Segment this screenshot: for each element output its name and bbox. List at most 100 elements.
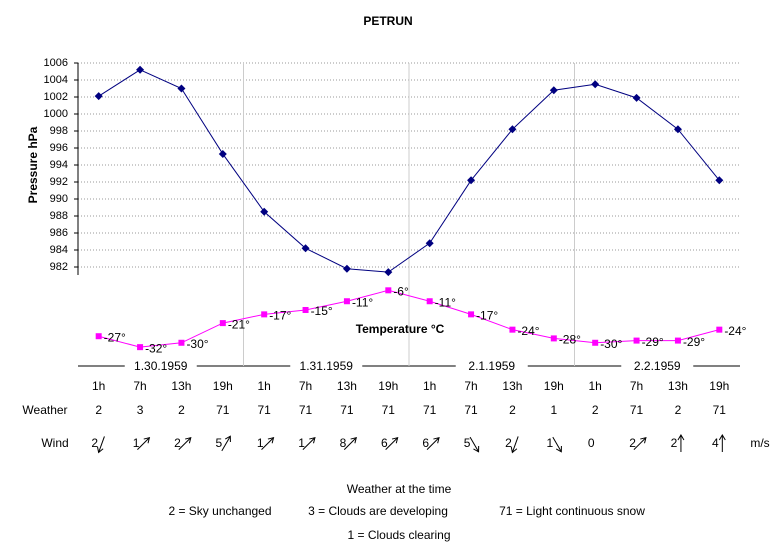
wind-arrow	[302, 436, 316, 451]
legend-title: Weather at the time	[347, 482, 452, 496]
wind-arrow	[261, 436, 275, 451]
wind-arrow-head	[640, 436, 647, 444]
point	[177, 84, 186, 93]
data-label: -27°	[104, 330, 126, 344]
point	[508, 125, 517, 134]
wind-arrow	[469, 436, 480, 453]
point	[302, 306, 309, 313]
wind-arrow	[426, 436, 440, 451]
wind-arrow-head	[350, 436, 357, 444]
date-label: 2.1.1959	[468, 359, 515, 373]
point	[95, 333, 102, 340]
point	[385, 287, 392, 294]
data-label: -30°	[186, 337, 208, 351]
wind-speed: 2	[505, 436, 512, 450]
data-label: -17°	[476, 309, 498, 323]
point	[715, 176, 724, 185]
point	[550, 335, 557, 342]
weather-code: 71	[382, 403, 396, 417]
y-tick-label: 992	[50, 176, 68, 188]
wind-speed: 2	[629, 436, 636, 450]
date-label-bg	[124, 358, 197, 374]
point	[674, 337, 681, 344]
x-tick-label: 7h	[299, 379, 312, 393]
data-label: -24°	[517, 324, 539, 338]
x-tick-label: 7h	[464, 379, 477, 393]
x-tick-label: 19h	[378, 379, 398, 393]
weather-code: 71	[299, 403, 313, 417]
y-tick-label: 1000	[44, 108, 68, 120]
point	[633, 337, 640, 344]
data-label: -30°	[600, 337, 622, 351]
wind-speed: 6	[381, 436, 388, 450]
data-label: -6°	[393, 284, 409, 298]
point	[137, 344, 144, 351]
wind-arrow-shaft	[552, 436, 562, 452]
x-tick-label: 1h	[589, 379, 602, 393]
wind-speed: 2	[91, 436, 98, 450]
weather-code: 2	[592, 403, 599, 417]
weather-code: 71	[423, 403, 437, 417]
wind-speed: 2	[671, 436, 678, 450]
x-tick-label: 13h	[337, 379, 357, 393]
date-label-bg	[621, 358, 694, 374]
wind-arrow	[343, 436, 357, 451]
y-tick-label: 996	[50, 142, 68, 154]
x-tick-label: 1h	[258, 379, 271, 393]
date-label: 1.30.1959	[134, 359, 188, 373]
wind-arrow	[677, 434, 685, 452]
wind-speed: 1	[298, 436, 305, 450]
data-label: -11°	[352, 295, 373, 309]
x-tick-label: 19h	[709, 379, 729, 393]
x-tick-label: 1h	[423, 379, 436, 393]
wind-arrow-shaft	[98, 436, 105, 452]
x-tick-label: 13h	[668, 379, 688, 393]
wind-arrow-head	[143, 436, 151, 444]
data-label: -11°	[435, 295, 456, 309]
wind-arrow-head	[267, 436, 275, 444]
data-label: -17°	[269, 309, 291, 323]
data-label: -28°	[559, 333, 581, 347]
wind-arrow	[178, 436, 192, 451]
wind-speed: 1	[133, 436, 140, 450]
wind-arrow	[97, 436, 105, 454]
wind-arrow-shaft	[343, 437, 356, 451]
y-tick-label: 986	[50, 227, 68, 239]
point	[260, 207, 269, 216]
wind-arrow-head	[309, 436, 316, 444]
weather-code: 2	[95, 403, 102, 417]
data-label: -15°	[311, 304, 333, 318]
weather-code: 71	[630, 403, 644, 417]
data-label: -32°	[145, 341, 167, 355]
y-tick-label: 984	[50, 244, 68, 256]
wind-arrow-shaft	[469, 436, 479, 452]
wind-arrow-head	[185, 436, 192, 444]
point	[509, 326, 516, 333]
x-tick-label: 1h	[92, 379, 105, 393]
point	[136, 65, 145, 74]
wind-arrow	[718, 434, 726, 452]
point	[219, 320, 226, 327]
y-tick-label: 982	[50, 261, 68, 273]
y-tick-label: 988	[50, 210, 68, 222]
wind-speed: 1	[546, 436, 553, 450]
weather-code: 71	[258, 403, 272, 417]
weather-code: 2	[178, 403, 185, 417]
wind-speed: 0	[588, 436, 595, 450]
point	[716, 326, 723, 333]
legend-item: 71 = Light continuous snow	[499, 504, 645, 518]
wind-arrow-shaft	[221, 436, 231, 452]
wind-arrow-head	[718, 434, 726, 441]
wind-arrow-head	[391, 436, 399, 444]
wind-arrow-head	[433, 436, 440, 444]
wind-arrow	[633, 436, 647, 451]
row-label: Wind	[41, 436, 68, 450]
wind-arrow-shaft	[261, 437, 274, 451]
point	[467, 176, 476, 185]
y-tick-label: 998	[50, 125, 68, 137]
wind-arrow	[137, 436, 151, 451]
legend-item: 2 = Sky unchanged	[168, 504, 271, 518]
point	[342, 264, 351, 273]
row-label: Weather	[22, 403, 67, 417]
